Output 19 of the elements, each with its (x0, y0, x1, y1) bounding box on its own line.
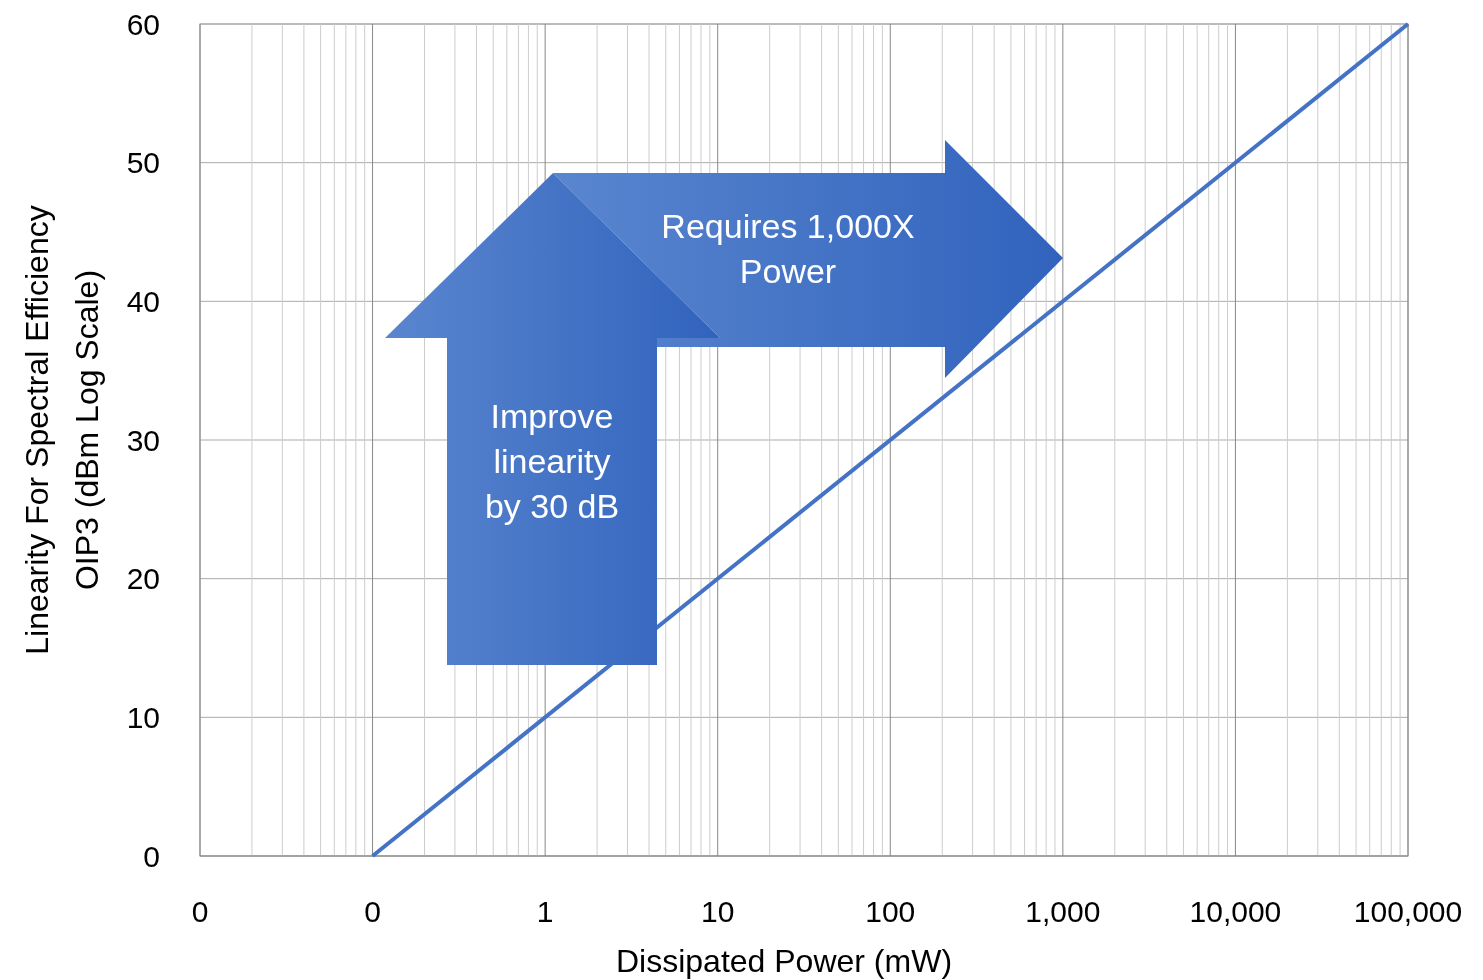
y-tick-label: 40 (126, 284, 160, 318)
x-tick-label: 1,000 (1025, 895, 1101, 928)
y-tick-label: 50 (126, 146, 160, 180)
x-tick-label: 10,000 (1189, 895, 1282, 928)
x-tick-label: 10 (701, 895, 735, 928)
x-tick-label: 1 (536, 895, 554, 928)
y-tick-label: 30 (126, 423, 160, 457)
x-axis-title: Dissipated Power (mW) (615, 943, 953, 979)
x-tick-label: 100 (865, 895, 916, 928)
annotation: Requires 1,000X Power (661, 207, 915, 290)
annotation: Improve linearity by 30 dB (484, 397, 620, 525)
y-tick-label: 20 (126, 562, 160, 596)
y-axis-title: Linearity For Spectral Efficiency OIP3 (dBm Log Scale) (19, 205, 105, 655)
y-tick-label: 60 (126, 7, 160, 41)
y-tick-label: 0 (143, 839, 160, 873)
x-tick-label: 0 (364, 895, 381, 928)
x-tick-label: 0 (191, 895, 209, 928)
y-tick-label: 10 (126, 700, 160, 734)
x-tick-label: 100,000 (1353, 895, 1463, 928)
